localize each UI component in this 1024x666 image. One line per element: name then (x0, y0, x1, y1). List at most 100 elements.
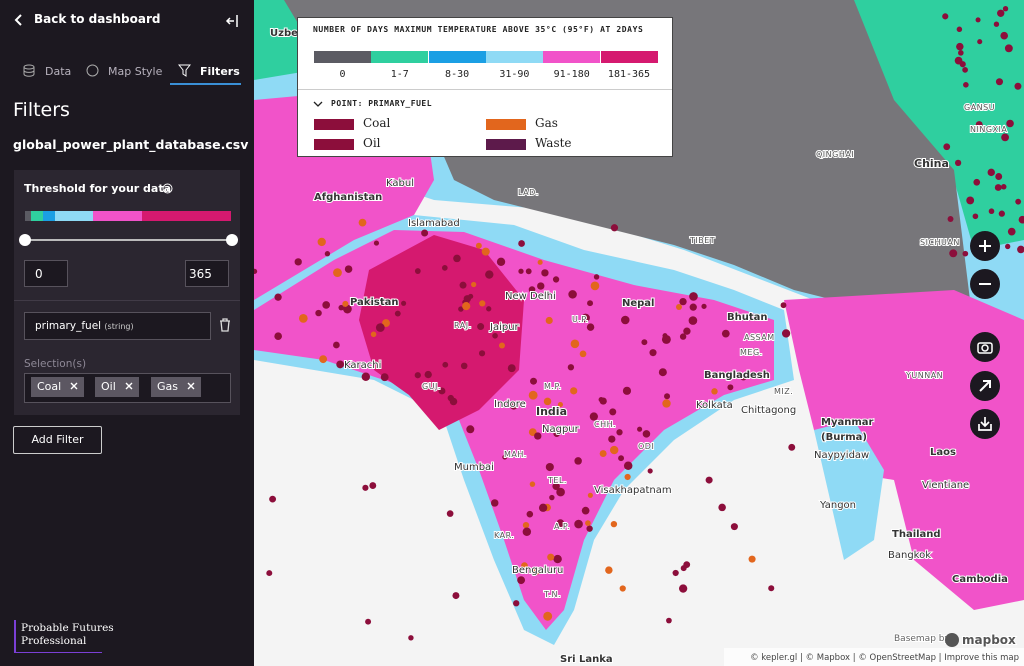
power-plant[interactable] (676, 303, 682, 310)
power-plant[interactable] (380, 373, 389, 382)
power-plant[interactable] (1001, 133, 1009, 142)
power-plant[interactable] (998, 210, 1005, 217)
power-plant[interactable] (590, 281, 600, 291)
power-plant[interactable] (518, 268, 524, 274)
power-plant[interactable] (954, 56, 963, 65)
power-plant[interactable] (641, 339, 648, 346)
power-plant[interactable] (424, 370, 432, 379)
power-plant[interactable] (401, 300, 407, 306)
power-plant[interactable] (362, 484, 369, 491)
power-plant[interactable] (949, 249, 958, 258)
power-plant[interactable] (666, 617, 672, 624)
power-plant[interactable] (963, 81, 969, 88)
power-plant[interactable] (610, 520, 618, 528)
power-plant[interactable] (532, 566, 541, 575)
power-plant[interactable] (581, 506, 590, 515)
power-plant[interactable] (943, 143, 951, 151)
power-plant[interactable] (622, 386, 632, 395)
power-plant[interactable] (972, 213, 979, 220)
power-plant[interactable] (528, 390, 538, 400)
power-plant[interactable] (522, 521, 530, 529)
power-plant[interactable] (661, 334, 671, 344)
power-plant[interactable] (748, 555, 756, 563)
power-plant[interactable] (987, 168, 995, 177)
power-plant[interactable] (609, 408, 617, 416)
screenshot[interactable] (970, 332, 1000, 362)
power-plant[interactable] (711, 388, 718, 395)
power-plant[interactable] (705, 476, 713, 484)
power-plant[interactable] (496, 257, 506, 266)
power-plant[interactable] (780, 302, 787, 309)
power-plant[interactable] (382, 319, 390, 328)
power-plant[interactable] (552, 276, 560, 283)
power-plant[interactable] (543, 397, 552, 406)
power-plant[interactable] (942, 13, 949, 20)
power-plant[interactable] (459, 281, 467, 289)
power-plant[interactable] (587, 492, 593, 498)
power-plant[interactable] (605, 566, 613, 574)
power-plant[interactable] (453, 254, 461, 263)
power-plant[interactable] (538, 503, 548, 512)
power-plant[interactable] (498, 342, 505, 349)
power-plant[interactable] (394, 310, 401, 317)
back-icon[interactable] (14, 13, 24, 27)
power-plant[interactable] (683, 561, 691, 568)
power-plant[interactable] (458, 306, 464, 312)
power-plant[interactable] (274, 332, 282, 341)
power-plant[interactable] (365, 618, 372, 625)
power-plant[interactable] (556, 519, 565, 527)
power-plant[interactable] (266, 570, 273, 577)
power-plant[interactable] (993, 21, 1000, 27)
power-plant[interactable] (662, 399, 671, 408)
power-plant[interactable] (333, 268, 342, 277)
max-input[interactable]: 365 (185, 260, 229, 287)
power-plant[interactable] (557, 402, 563, 408)
share[interactable] (970, 371, 1000, 401)
mapbox-logo[interactable]: mapbox (961, 632, 1017, 648)
power-plant[interactable] (485, 270, 494, 279)
power-plant[interactable] (619, 585, 626, 592)
field-select[interactable]: primary_fuel (string) (24, 312, 211, 340)
power-plant[interactable] (947, 216, 954, 222)
tab-active[interactable]: Filters (200, 65, 240, 78)
power-plant[interactable] (509, 401, 518, 410)
tab[interactable]: Data (45, 65, 72, 78)
power-plant[interactable] (599, 450, 607, 458)
power-plant[interactable] (274, 293, 282, 301)
chip-remove[interactable] (187, 382, 195, 390)
power-plant[interactable] (995, 78, 1004, 86)
power-plant[interactable] (518, 240, 525, 247)
power-plant[interactable] (579, 350, 587, 358)
power-plant[interactable] (526, 510, 534, 518)
power-plant[interactable] (610, 224, 619, 232)
power-plant[interactable] (647, 468, 653, 474)
power-plant[interactable] (543, 611, 553, 621)
power-plant[interactable] (414, 268, 421, 274)
chevron[interactable] (313, 100, 323, 108)
power-plant[interactable] (322, 301, 331, 309)
power-plant[interactable] (988, 208, 995, 215)
power-plant[interactable] (618, 455, 625, 462)
power-plant[interactable] (679, 297, 687, 306)
power-plant[interactable] (1006, 119, 1014, 128)
power-plant[interactable] (324, 251, 331, 257)
power-plant[interactable] (338, 304, 344, 311)
power-plant[interactable] (967, 105, 973, 111)
power-plant[interactable] (598, 397, 604, 403)
power-plant[interactable] (586, 525, 593, 532)
power-plant[interactable] (721, 329, 730, 338)
power-plant[interactable] (549, 494, 555, 501)
power-plant[interactable] (446, 510, 454, 517)
power-plant[interactable] (730, 523, 738, 531)
power-plant[interactable] (537, 259, 543, 265)
power-plant[interactable] (547, 553, 555, 561)
power-plant[interactable] (414, 372, 421, 379)
power-plant[interactable] (977, 39, 983, 45)
power-plant[interactable] (679, 584, 688, 593)
power-plant[interactable] (468, 293, 474, 299)
zoom-out[interactable] (970, 269, 1000, 299)
download[interactable] (970, 409, 1000, 439)
power-plant[interactable] (689, 303, 697, 311)
power-plant[interactable] (317, 237, 326, 247)
power-plant[interactable] (1014, 82, 1022, 90)
